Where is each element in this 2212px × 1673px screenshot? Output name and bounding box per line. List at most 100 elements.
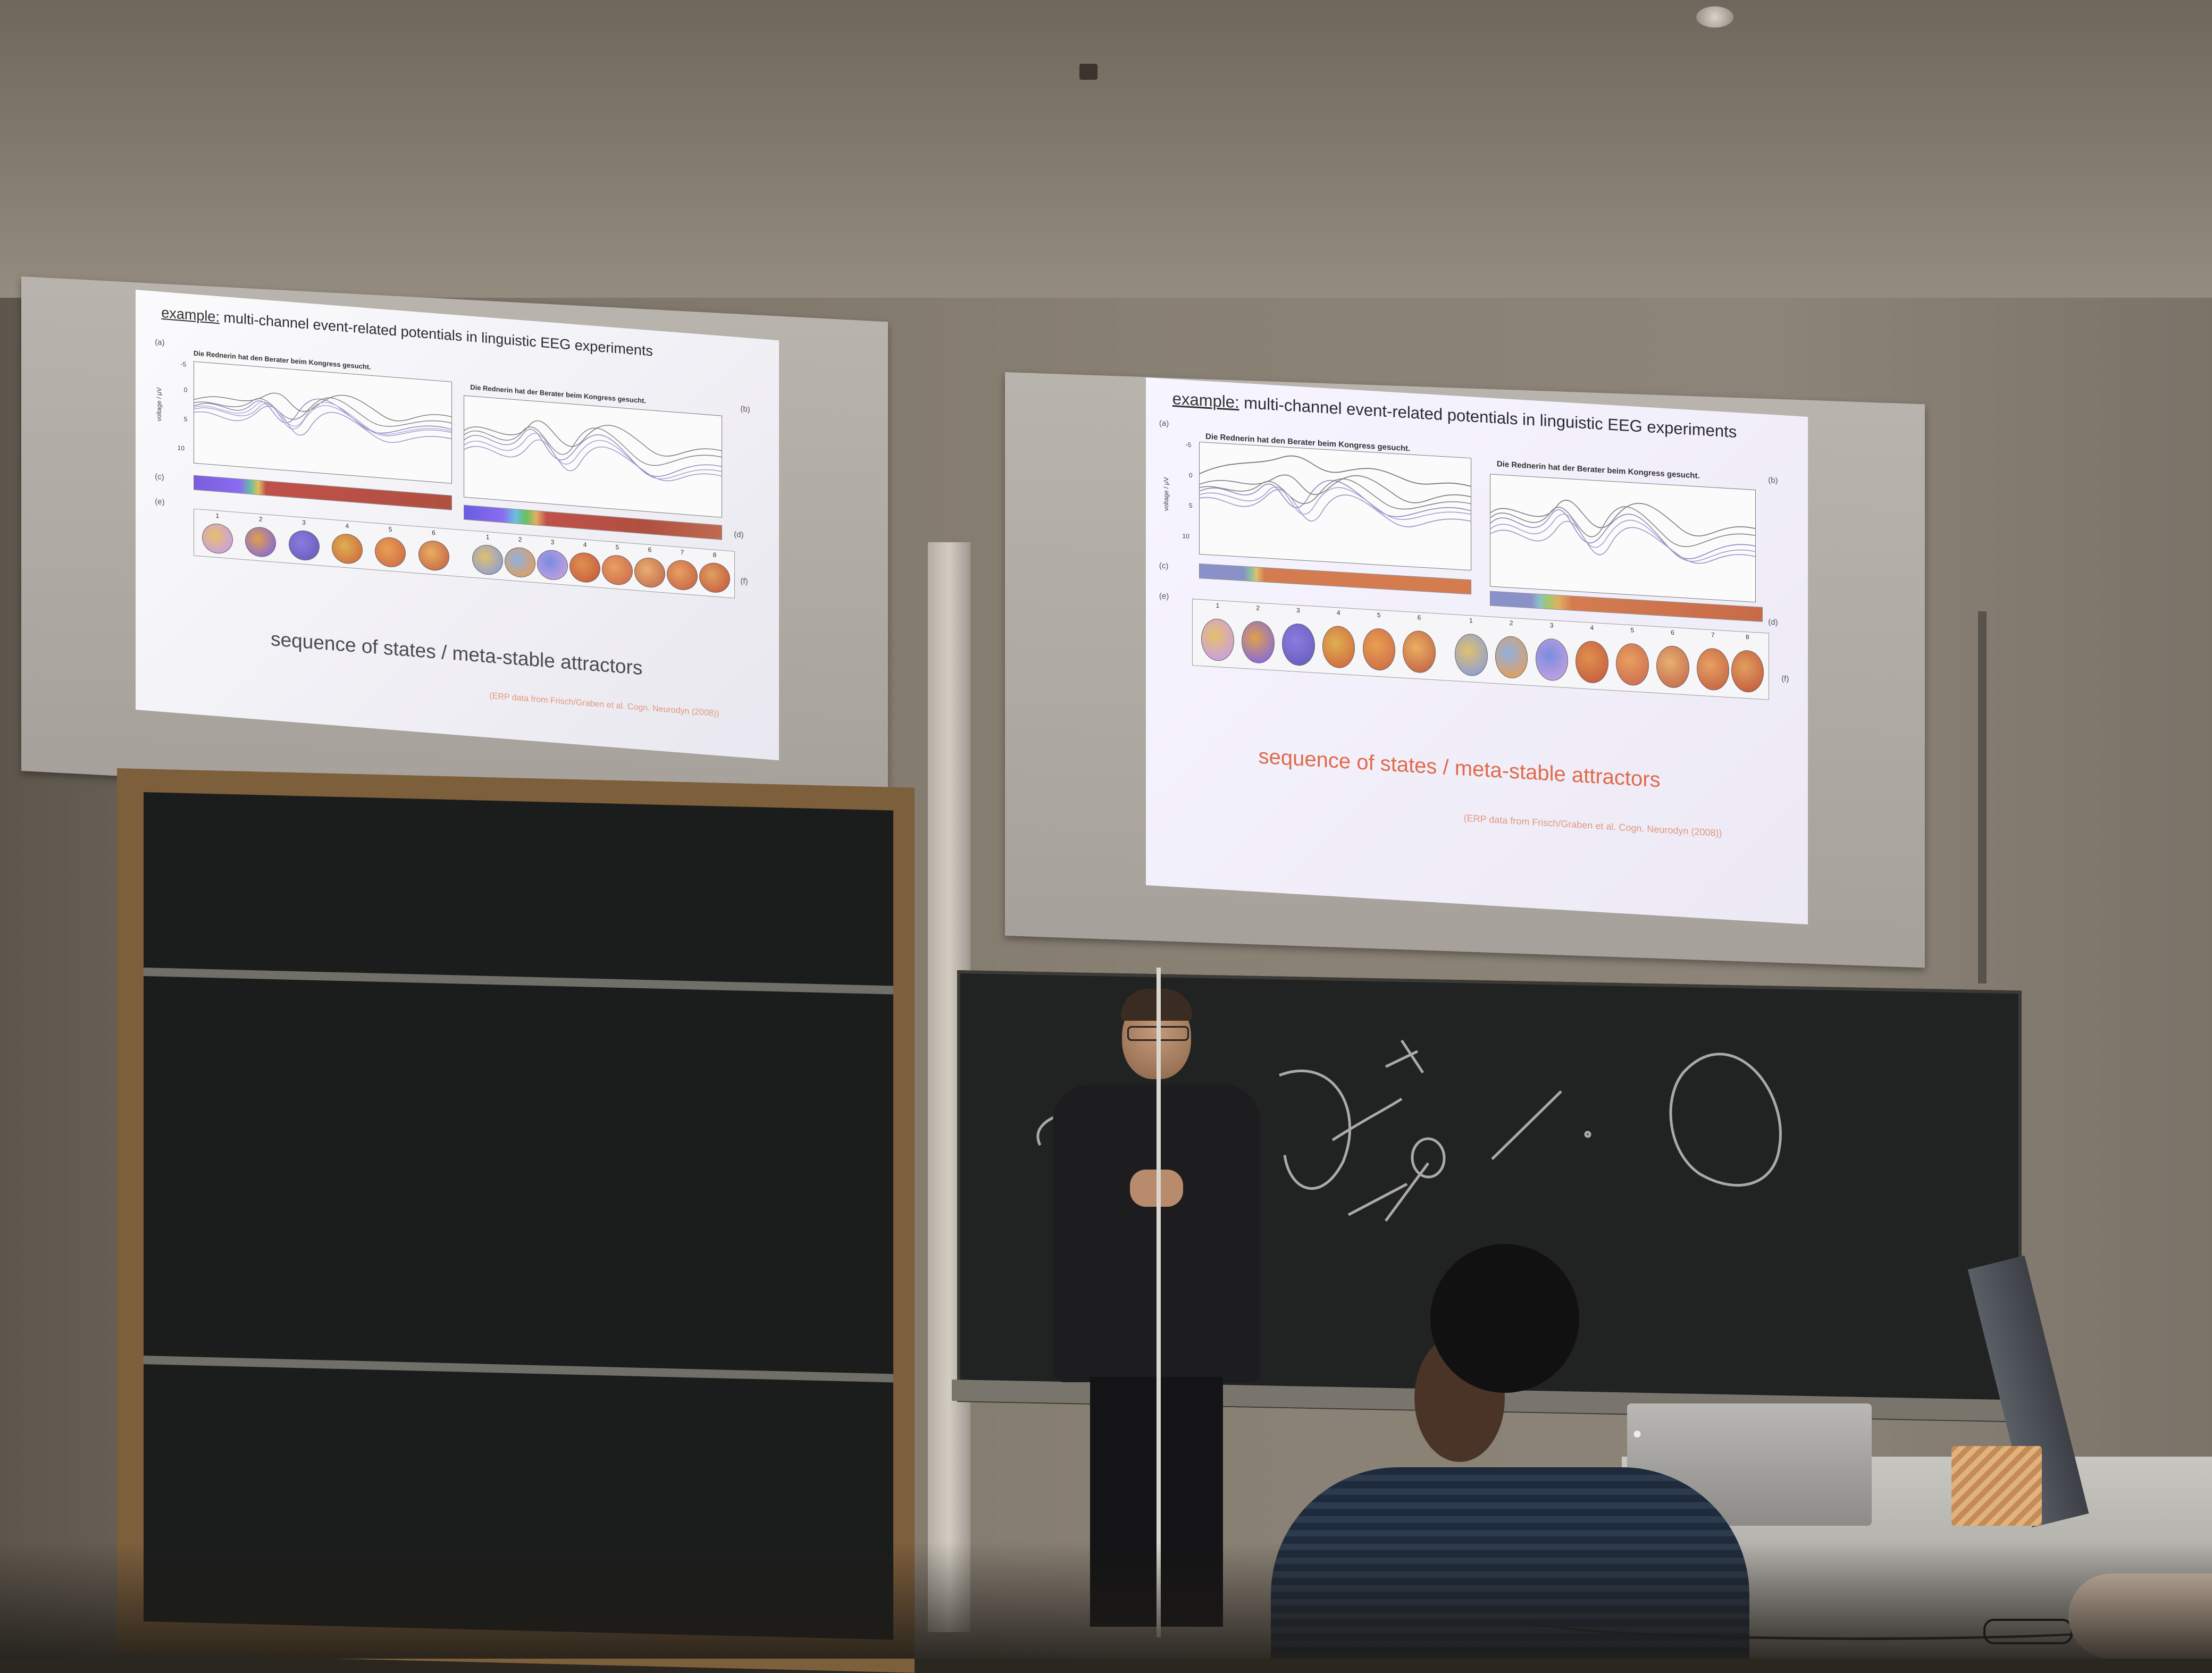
slide-title-prefix: example: bbox=[1172, 389, 1239, 412]
board-rail bbox=[144, 968, 893, 995]
erp-waveforms bbox=[1490, 500, 1756, 564]
topomap-head bbox=[1322, 625, 1355, 669]
topomap-head bbox=[1282, 623, 1315, 667]
head-number: 1 bbox=[1216, 601, 1220, 610]
y-axis-label: voltage / μV bbox=[1162, 477, 1170, 511]
y-tick: 5 bbox=[183, 415, 188, 423]
head-number: 5 bbox=[615, 543, 619, 551]
topomap-head bbox=[288, 529, 320, 562]
topomap-head bbox=[245, 526, 276, 558]
head-number: 7 bbox=[680, 548, 684, 556]
slide-subtitle: sequence of states / meta-stable attract… bbox=[271, 628, 643, 679]
ceiling bbox=[0, 0, 2212, 298]
y-tick: 0 bbox=[183, 385, 188, 394]
ceiling-fixture bbox=[1079, 64, 1097, 80]
topomap-head bbox=[472, 544, 504, 576]
y-tick: 0 bbox=[1188, 471, 1193, 480]
topomap-head bbox=[1454, 633, 1488, 677]
head-number: 1 bbox=[485, 533, 490, 541]
topomap-head bbox=[1242, 620, 1275, 665]
panel-letter-f: (f) bbox=[740, 576, 748, 586]
topomap-head bbox=[569, 551, 601, 584]
topomap-head bbox=[1576, 640, 1608, 685]
topomap-head bbox=[1403, 630, 1436, 674]
head-number: 3 bbox=[302, 518, 306, 526]
panel-letter-e: (e) bbox=[1159, 591, 1169, 601]
right-blackboard bbox=[957, 970, 2022, 1423]
panel-letter-c: (c) bbox=[1159, 561, 1169, 571]
topomap-head bbox=[537, 549, 568, 582]
y-tick: 10 bbox=[1182, 532, 1189, 540]
left-blackboard bbox=[144, 792, 893, 1640]
panel-letter-d: (d) bbox=[734, 529, 744, 540]
slide-citation: (ERP data from Frisch/Graben et al. Cogn… bbox=[1463, 812, 1722, 839]
topomap-head bbox=[1535, 637, 1569, 682]
erp-plot-right bbox=[464, 395, 723, 518]
floor-shadow bbox=[0, 1542, 2212, 1659]
head-number: 3 bbox=[550, 538, 555, 546]
erp-waveforms bbox=[1199, 455, 1471, 527]
y-tick: 10 bbox=[177, 444, 185, 452]
slide-title-prefix: example: bbox=[161, 304, 220, 325]
head-number: 2 bbox=[1509, 619, 1513, 627]
head-number: 6 bbox=[1417, 613, 1421, 621]
head-number: 4 bbox=[583, 540, 587, 549]
panel-letter-b: (b) bbox=[740, 404, 750, 415]
erp-plot-right bbox=[1490, 474, 1756, 603]
topomap-head bbox=[1201, 618, 1234, 662]
panel-letter-a: (a) bbox=[155, 337, 165, 348]
y-tick: -5 bbox=[180, 360, 187, 368]
head-number: 2 bbox=[1256, 604, 1260, 612]
head-number: 6 bbox=[432, 528, 435, 536]
topomap-head bbox=[1495, 635, 1528, 680]
topomap-head bbox=[1656, 645, 1689, 690]
panel-letter-d: (d) bbox=[1768, 617, 1778, 627]
topomap-head bbox=[418, 540, 449, 572]
topomap-head bbox=[1362, 627, 1396, 672]
pencil-holder bbox=[1951, 1446, 2042, 1526]
head-number: 6 bbox=[648, 545, 652, 553]
ceiling-light bbox=[1696, 6, 1733, 28]
head-number: 2 bbox=[258, 515, 263, 523]
slide-citation: (ERP data from Frisch/Graben et al. Cogn… bbox=[489, 691, 719, 719]
apple-logo-icon: ● bbox=[1632, 1425, 1643, 1442]
head-number: 8 bbox=[1745, 633, 1749, 641]
slide-left: example: multi-channel event-related pot… bbox=[136, 290, 779, 761]
topomap-head bbox=[1616, 642, 1649, 687]
y-axis-label: voltage / μV bbox=[155, 387, 163, 422]
y-tick: -5 bbox=[1185, 441, 1192, 449]
topomap-head bbox=[602, 554, 633, 586]
erp-waveforms bbox=[194, 393, 451, 443]
pointer-stick bbox=[1157, 968, 1161, 1637]
panel-letter-c: (c) bbox=[155, 472, 164, 482]
head-number: 3 bbox=[1549, 621, 1554, 629]
head-number: 6 bbox=[1671, 628, 1674, 637]
head-number: 1 bbox=[215, 511, 220, 519]
head-number: 5 bbox=[1377, 611, 1381, 619]
audience-hair bbox=[1430, 1244, 1579, 1393]
topomap-head bbox=[505, 546, 536, 579]
slide-right: example: multi-channel event-related pot… bbox=[1146, 377, 1808, 924]
head-number: 2 bbox=[518, 535, 522, 543]
topomap-head bbox=[1696, 647, 1730, 692]
chalk-drawings bbox=[1036, 1039, 1782, 1222]
y-tick: 5 bbox=[1188, 501, 1193, 510]
head-number: 8 bbox=[713, 551, 717, 559]
erp-plot-left bbox=[1199, 441, 1472, 571]
topomap-head bbox=[332, 533, 363, 565]
head-number: 4 bbox=[1590, 624, 1594, 632]
screen-pole bbox=[1978, 611, 1987, 983]
topomap-head bbox=[1731, 649, 1764, 694]
topomap-head bbox=[375, 536, 406, 569]
head-number: 5 bbox=[388, 525, 392, 533]
head-number: 1 bbox=[1469, 617, 1473, 625]
topomap-head bbox=[699, 561, 731, 594]
head-number: 4 bbox=[345, 522, 349, 530]
head-number: 7 bbox=[1711, 631, 1715, 639]
head-number: 4 bbox=[1336, 609, 1340, 617]
panel-letter-b: (b) bbox=[1768, 475, 1778, 485]
panel-letter-e: (e) bbox=[155, 497, 165, 507]
head-number: 5 bbox=[1630, 626, 1634, 634]
erp-plot-left bbox=[193, 361, 452, 484]
